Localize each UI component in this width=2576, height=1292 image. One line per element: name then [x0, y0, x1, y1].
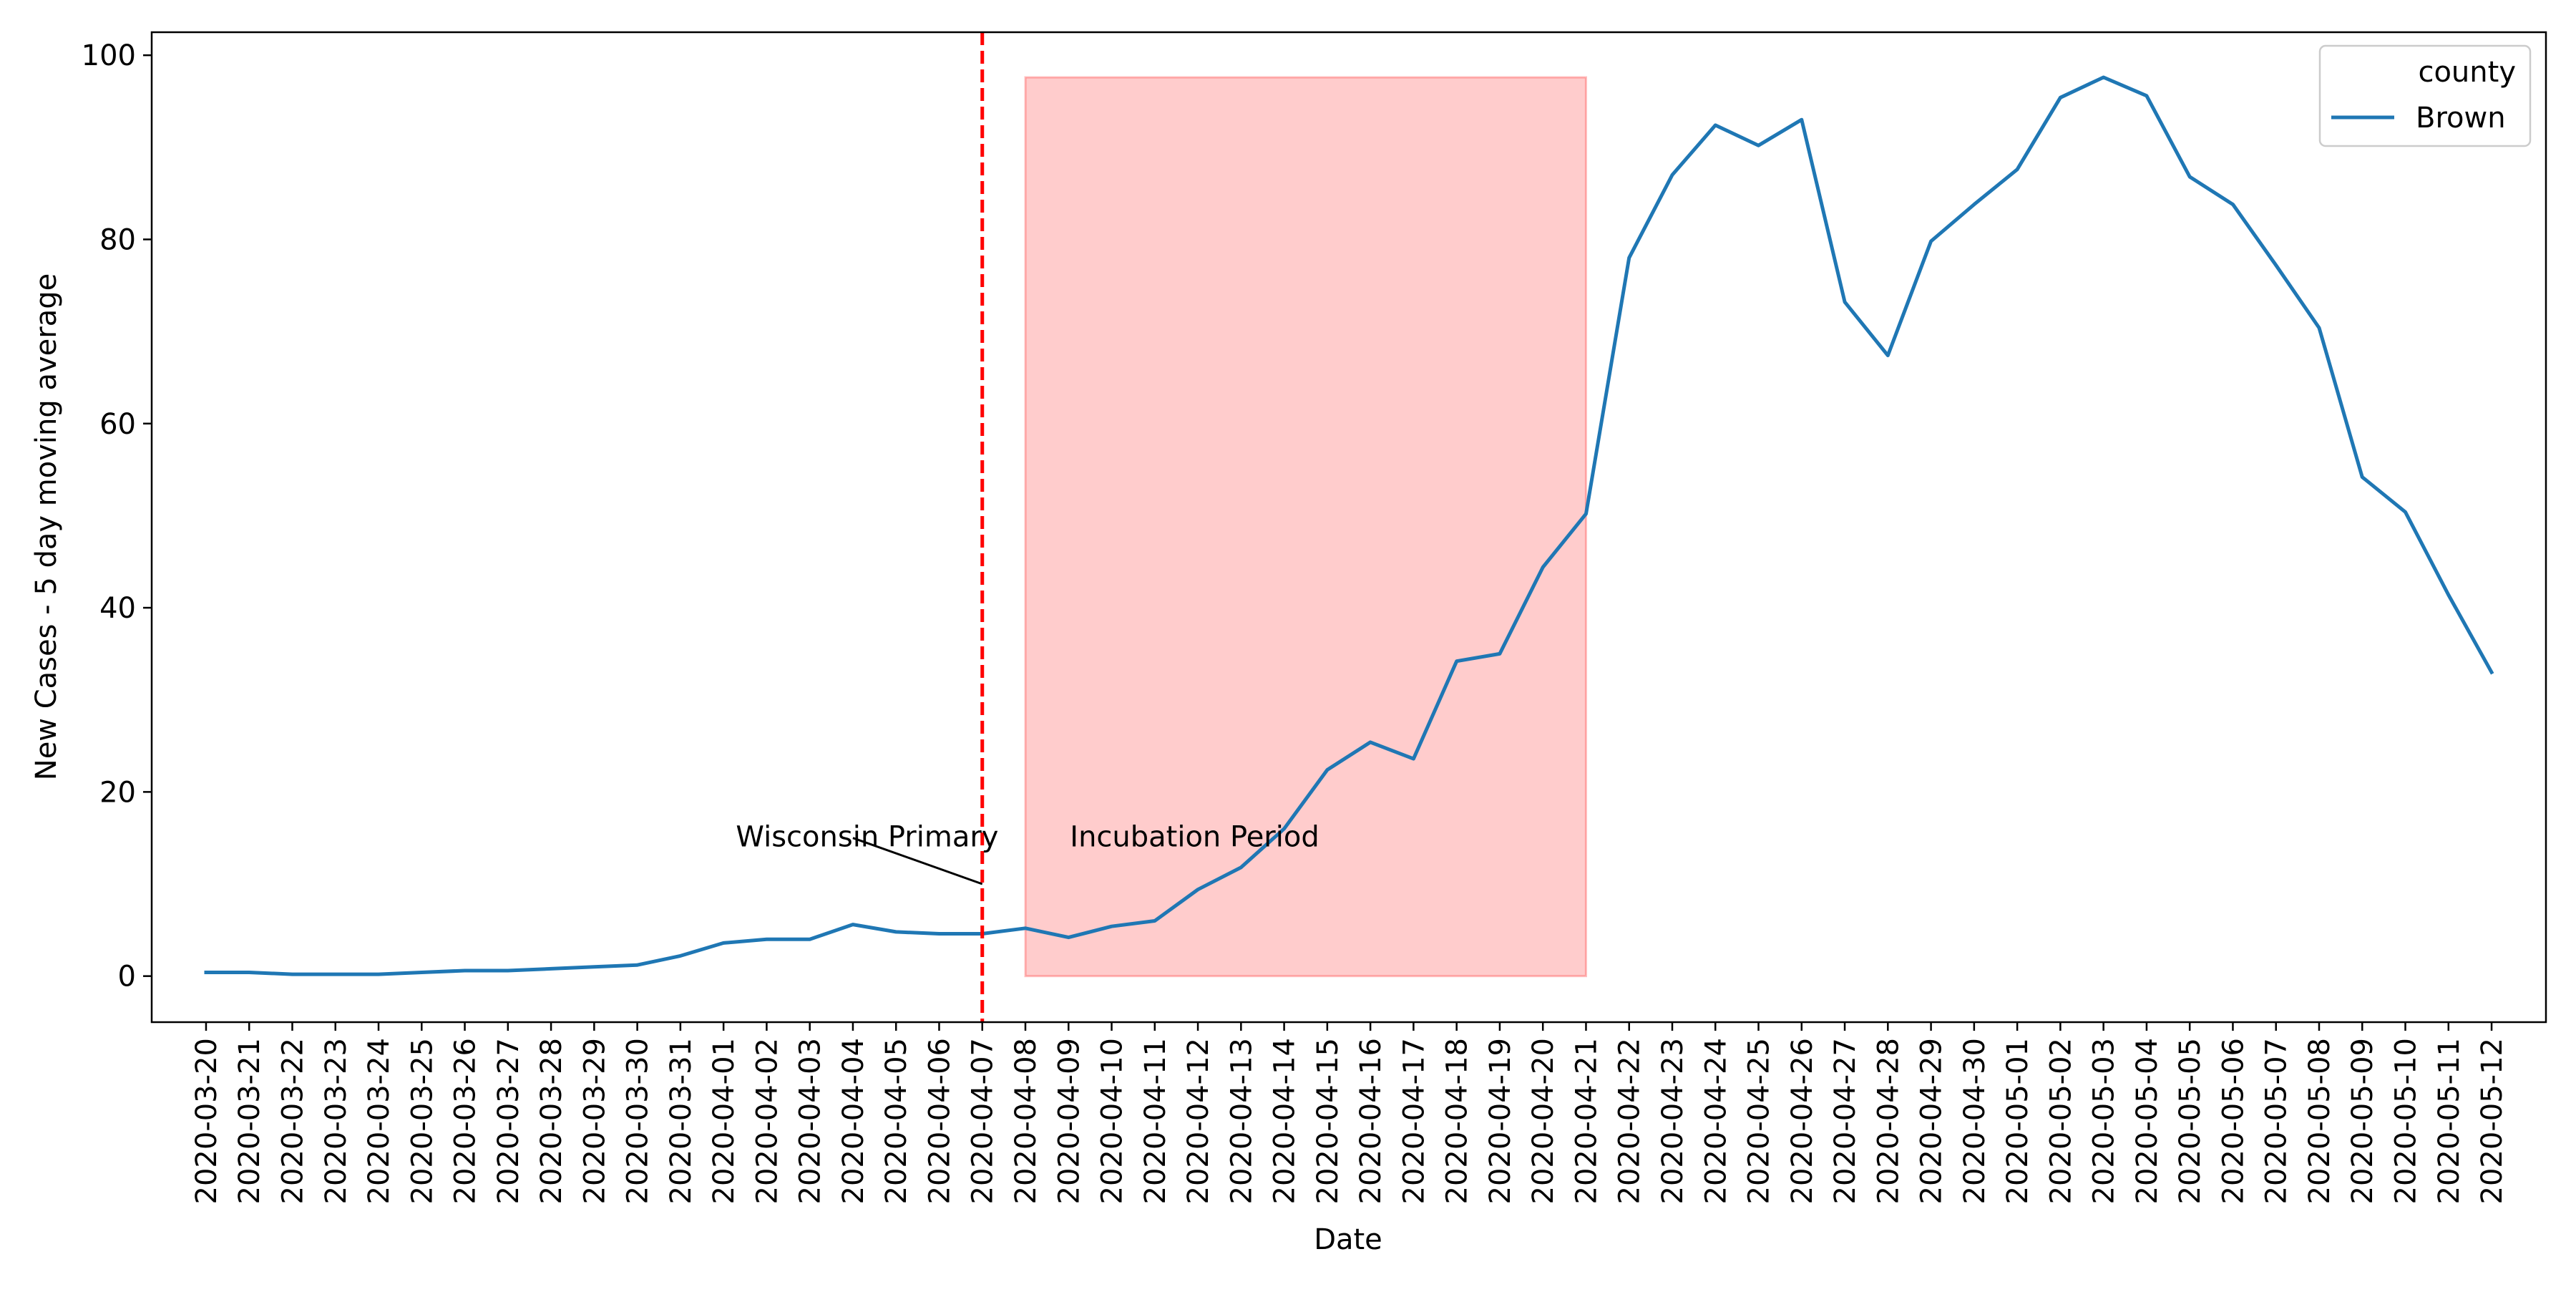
x-tick-label: 2020-05-12 [2476, 1038, 2509, 1204]
y-tick-label: 40 [99, 592, 136, 625]
series-line-brown [204, 75, 2494, 976]
x-tick-label: 2020-04-28 [1872, 1038, 1905, 1204]
x-tick-label: 2020-05-11 [2433, 1038, 2466, 1204]
x-tick-label: 2020-03-23 [320, 1038, 353, 1204]
x-axis-label: Date [1314, 1223, 1382, 1256]
wisconsin-primary-label: Wisconsin Primary [736, 821, 998, 854]
x-tick-label: 2020-04-19 [1484, 1038, 1517, 1204]
x-tick-label: 2020-04-16 [1355, 1038, 1387, 1204]
legend-box [2318, 44, 2532, 147]
x-tick-label: 2020-04-11 [1139, 1038, 1172, 1204]
y-axis-label: New Cases - 5 day moving average [30, 273, 63, 780]
x-tick-label: 2020-03-31 [665, 1038, 698, 1204]
x-tick-label: 2020-04-13 [1225, 1038, 1258, 1204]
x-tick-label: 2020-05-02 [2044, 1038, 2077, 1204]
x-tick-label: 2020-04-18 [1441, 1038, 1474, 1204]
incubation-period-label: Incubation Period [1070, 821, 1319, 854]
x-tick-label: 2020-05-06 [2217, 1038, 2250, 1204]
x-tick-label: 2020-04-02 [751, 1038, 784, 1204]
x-tick-label: 2020-05-10 [2390, 1038, 2423, 1204]
incubation-period-span [1024, 76, 1587, 978]
x-tick-label: 2020-04-14 [1269, 1038, 1302, 1204]
x-tick-label: 2020-04-23 [1657, 1038, 1689, 1204]
x-tick-label: 2020-04-01 [708, 1038, 741, 1204]
x-tick-label: 2020-03-27 [492, 1038, 525, 1204]
y-tick-label: 80 [99, 223, 136, 256]
y-tick-label: 100 [82, 39, 136, 72]
x-tick-label: 2020-04-12 [1182, 1038, 1215, 1204]
x-tick-label: 2020-05-08 [2303, 1038, 2336, 1204]
x-tick-label: 2020-03-30 [622, 1038, 655, 1204]
x-tick-label: 2020-03-29 [578, 1038, 611, 1204]
x-tick-label: 2020-05-05 [2174, 1038, 2207, 1204]
x-tick-label: 2020-04-15 [1312, 1038, 1345, 1204]
plot-frame [150, 31, 2547, 1024]
x-tick-label: 2020-03-21 [233, 1038, 266, 1204]
y-tick-label: 0 [118, 961, 136, 994]
x-tick-label: 2020-03-24 [363, 1038, 396, 1204]
x-tick-label: 2020-04-07 [967, 1038, 1000, 1204]
x-tick-label: 2020-04-26 [1786, 1038, 1819, 1204]
x-tick-label: 2020-05-01 [2001, 1038, 2034, 1204]
x-tick-label: 2020-04-30 [1958, 1038, 1991, 1204]
x-tick-label: 2020-03-28 [535, 1038, 568, 1204]
annotation-pointer-line [852, 837, 983, 885]
x-tick-label: 2020-04-20 [1527, 1038, 1560, 1204]
x-tick-label: 2020-03-22 [276, 1038, 309, 1204]
x-tick-label: 2020-05-03 [2088, 1038, 2121, 1204]
x-tick-label: 2020-04-21 [1570, 1038, 1603, 1204]
x-tick-label: 2020-04-10 [1096, 1038, 1129, 1204]
x-tick-label: 2020-05-09 [2346, 1038, 2379, 1204]
x-tick-label: 2020-04-06 [923, 1038, 956, 1204]
legend: county Brown [2318, 44, 2532, 147]
x-tick-label: 2020-03-25 [406, 1038, 439, 1204]
legend-entry-brown: Brown [2416, 102, 2506, 135]
x-tick-label: 2020-04-29 [1916, 1038, 1948, 1204]
x-tick-label: 2020-04-27 [1829, 1038, 1862, 1204]
x-tick-label: 2020-04-09 [1053, 1038, 1085, 1204]
x-tick-label: 2020-04-17 [1397, 1038, 1430, 1204]
x-tick-label: 2020-05-07 [2260, 1038, 2293, 1204]
x-tick-label: 2020-05-04 [2131, 1038, 2164, 1204]
x-tick-label: 2020-04-03 [794, 1038, 827, 1204]
x-tick-label: 2020-04-04 [837, 1038, 870, 1204]
x-tick-label: 2020-03-26 [449, 1038, 482, 1204]
x-tick-label: 2020-04-08 [1010, 1038, 1043, 1204]
y-tick-label: 20 [99, 776, 136, 809]
x-tick-label: 2020-04-05 [880, 1038, 913, 1204]
x-tick-label: 2020-04-22 [1614, 1038, 1646, 1204]
y-tick-label: 60 [99, 408, 136, 441]
x-tick-label: 2020-04-24 [1699, 1038, 1732, 1204]
legend-title: county [2418, 56, 2516, 89]
x-tick-label: 2020-03-20 [190, 1038, 223, 1204]
x-tick-label: 2020-04-25 [1743, 1038, 1776, 1204]
